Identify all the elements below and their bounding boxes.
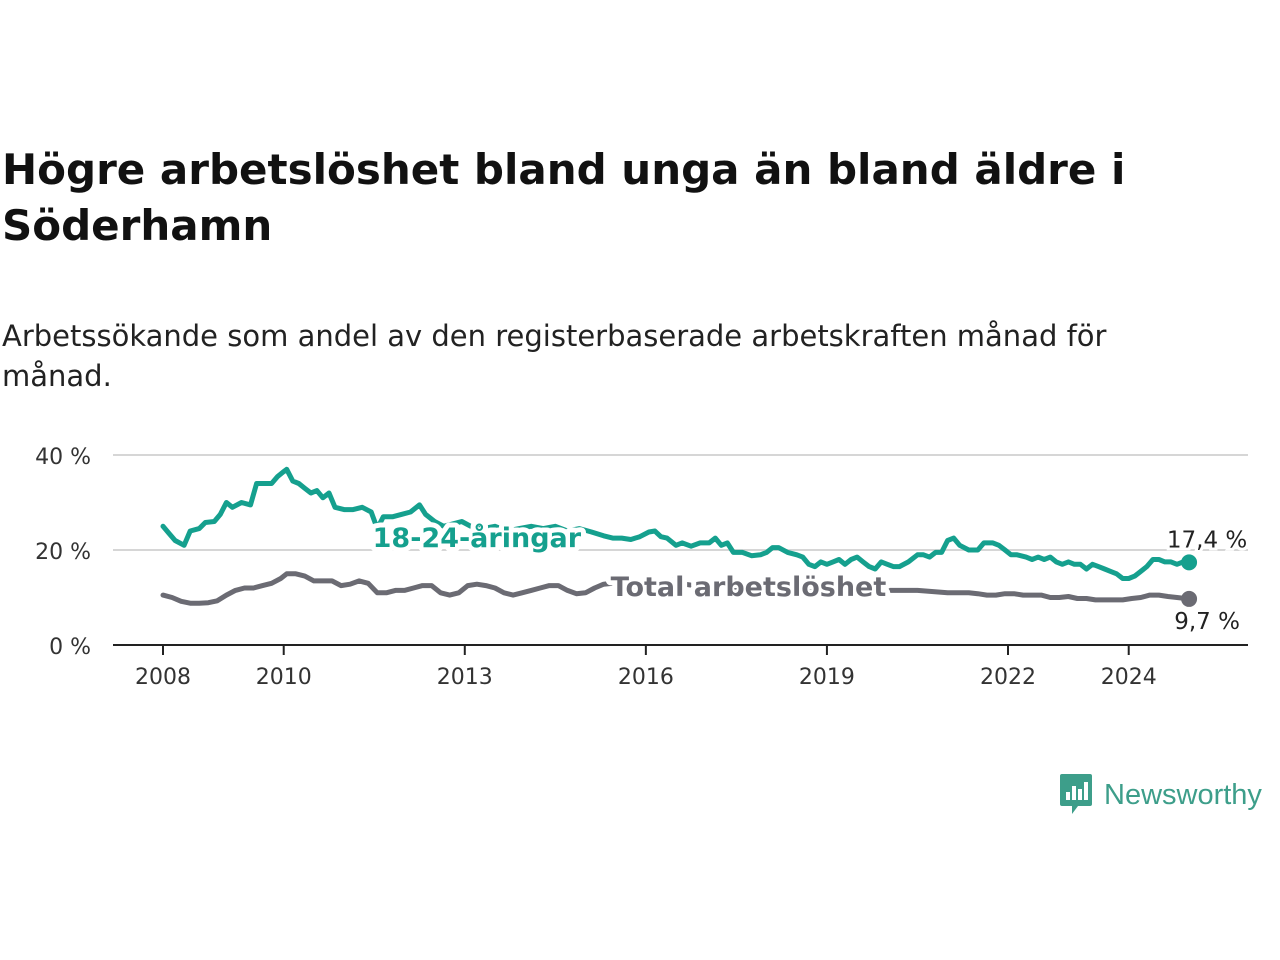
- series-end-point-0: [1181, 554, 1198, 571]
- brand-name: Newsworthy: [1104, 778, 1262, 811]
- y-tick-label: 0 %: [49, 635, 91, 660]
- x-tick-label: 2024: [1101, 665, 1157, 690]
- series-end-label-0: 17,4 %: [1167, 527, 1247, 553]
- chart-subtitle: Arbetssökande som andel av den registerb…: [2, 319, 1107, 393]
- x-tick-label: 2019: [799, 665, 855, 690]
- x-tick-label: 2022: [980, 665, 1036, 690]
- series-inline-label-0: 18-24-åringar: [373, 522, 582, 554]
- brand-logo: Newsworthy: [1058, 772, 1262, 818]
- x-axis-ticks: 2008 2010 2013 2016 2019 2022 2024: [135, 645, 1157, 690]
- series-inline-label-1: Total arbetslöshet: [611, 572, 887, 603]
- series-end-label-1: 9,7 %: [1174, 609, 1240, 635]
- grid-lines: [113, 454, 1248, 551]
- x-tick-label: 2010: [256, 665, 312, 690]
- y-axis-ticks: 0 % 20 % 40 %: [35, 445, 91, 660]
- newsworthy-chart-bubble-icon: [1060, 774, 1092, 814]
- series-end-point-1: [1181, 590, 1198, 607]
- x-tick-label: 2013: [437, 665, 493, 690]
- series-line-0: [160, 466, 1192, 581]
- y-tick-label: 40 %: [35, 445, 91, 470]
- series-lines: [160, 466, 1198, 607]
- x-tick-label: 2016: [618, 665, 674, 690]
- y-tick-label: 20 %: [35, 540, 91, 565]
- series-labels: 17,4 % 9,7 % 18-24-åringar Total arbetslösh…: [368, 517, 1251, 638]
- series-line-1: [160, 571, 1192, 606]
- x-tick-label: 2008: [135, 665, 191, 690]
- chart-title: Högre arbetslöshet bland unga än bland ä…: [2, 145, 1126, 250]
